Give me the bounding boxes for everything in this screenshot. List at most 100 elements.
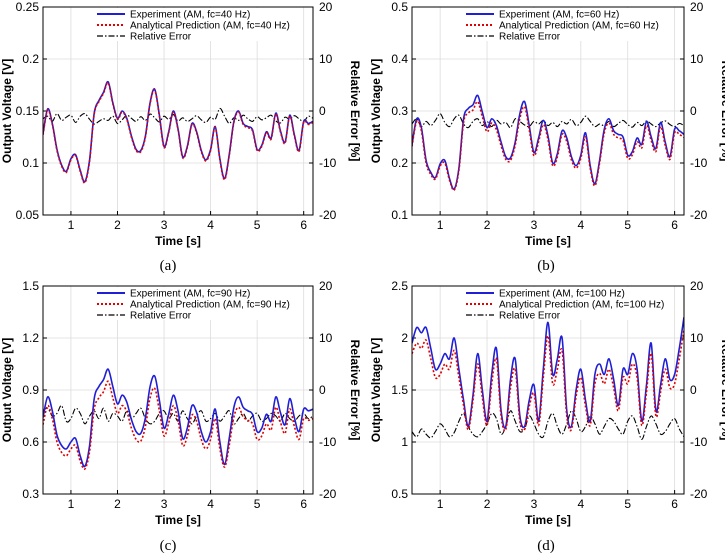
x-tick-label: 6 <box>300 497 307 511</box>
legend-label-analytical: Analytical Prediction (AM, fc=90 Hz) <box>130 300 290 311</box>
y-right-tick-label: -20 <box>319 487 337 501</box>
x-tick-label: 3 <box>161 218 168 232</box>
legend-label-error: Relative Error <box>499 32 561 43</box>
y-tick-label: 0.3 <box>22 487 39 501</box>
y-tick-label: 0.4 <box>391 52 408 66</box>
y-right-axis-label: Relative Error [%] <box>348 340 362 441</box>
y-right-tick-label: 10 <box>690 52 704 66</box>
x-tick-label: 6 <box>300 218 307 232</box>
x-tick-label: 4 <box>577 218 584 232</box>
y-tick-label: 2.5 <box>391 279 408 293</box>
y-right-tick-label: 10 <box>319 331 333 345</box>
x-tick-label: 3 <box>161 497 168 511</box>
y-tick-label: 2 <box>401 331 408 345</box>
x-axis-label: Time [s] <box>155 234 201 248</box>
x-tick-label: 5 <box>624 497 631 511</box>
y-tick-label: 1.2 <box>22 331 39 345</box>
legend-label-error: Relative Error <box>130 311 192 322</box>
plot-frame <box>42 285 314 495</box>
chart-panel-a: 1 2 3 4 5 6 0.05 0.1 0.15 0.2 0.25 -20 -10 0 10 20 Exper… <box>0 0 362 274</box>
series-line-analytical <box>412 100 684 192</box>
y-right-tick-label: 20 <box>319 279 333 293</box>
panel-label: (c) <box>160 538 177 554</box>
x-tick-label: 2 <box>114 497 121 511</box>
y-axis-label: Output Voltage [V] <box>369 338 383 442</box>
x-tick-label: 2 <box>114 218 121 232</box>
series-line-error <box>43 107 313 125</box>
y-right-tick-label: -10 <box>690 435 708 449</box>
y-tick-label: 1.5 <box>22 279 39 293</box>
legend-box <box>93 287 293 320</box>
y-right-tick-label: 0 <box>319 383 326 397</box>
plot-frame <box>411 6 685 216</box>
y-right-tick-label: -10 <box>319 435 337 449</box>
series-line-analytical <box>43 81 313 184</box>
legend-label-analytical: Analytical Prediction (AM, fc=40 Hz) <box>130 21 290 32</box>
panel-label: (d) <box>537 538 555 554</box>
panel-label: (b) <box>537 258 555 274</box>
y-tick-label: 1 <box>401 435 408 449</box>
y-right-axis-label: Relative Error [%] <box>348 61 362 162</box>
chart-panel-d: 1 2 3 4 5 6 0.5 1 1.5 2 2.5 -20 -10 0 10 20 Experiment (… <box>369 279 725 554</box>
y-right-axis-label: Relative Error [%] <box>719 61 725 162</box>
x-tick-label: 2 <box>484 218 491 232</box>
y-tick-label: 0.9 <box>22 383 39 397</box>
y-right-tick-label: -20 <box>690 487 708 501</box>
y-right-axis-label: Relative Error [%] <box>719 340 725 441</box>
y-right-tick-label: 20 <box>319 0 333 14</box>
x-tick-label: 2 <box>484 497 491 511</box>
y-right-tick-label: -10 <box>319 156 337 170</box>
chart-panel-b: 1 2 3 4 5 6 0.1 0.2 0.3 0.4 0.5 -20 -10 0 10 20 Experime… <box>369 0 725 274</box>
y-tick-label: 0.1 <box>391 208 408 222</box>
legend-box <box>93 8 293 41</box>
x-tick-label: 1 <box>68 218 75 232</box>
y-tick-label: 0.5 <box>391 0 408 14</box>
legend-label-experiment: Experiment (AM, fc=100 Hz) <box>499 289 625 300</box>
legend-label-analytical: Analytical Prediction (AM, fc=60 Hz) <box>499 21 659 32</box>
series-line-error <box>412 113 684 129</box>
y-tick-label: 0.1 <box>22 156 39 170</box>
x-tick-label: 3 <box>531 218 538 232</box>
chart-panel-c: 1 2 3 4 5 6 0.3 0.6 0.9 1.2 1.5 -20 -10 0 10 20 Experime… <box>0 279 362 554</box>
x-tick-label: 1 <box>68 497 75 511</box>
series-line-error <box>412 410 684 440</box>
x-tick-label: 5 <box>254 497 261 511</box>
x-tick-label: 6 <box>671 218 678 232</box>
x-axis-label: Time [s] <box>525 234 571 248</box>
x-axis-label: Time [s] <box>525 513 571 527</box>
y-tick-label: 0.2 <box>391 156 408 170</box>
y-axis-label: Output Voltage [V] <box>369 59 383 163</box>
x-tick-label: 1 <box>437 218 444 232</box>
y-right-tick-label: 0 <box>690 383 697 397</box>
y-tick-label: 0.05 <box>16 208 40 222</box>
y-right-tick-label: -10 <box>690 156 708 170</box>
legend-label-experiment: Experiment (AM, fc=40 Hz) <box>130 10 250 21</box>
panel-label: (a) <box>160 258 177 274</box>
legend-label-experiment: Experiment (AM, fc=90 Hz) <box>130 289 250 300</box>
x-tick-label: 5 <box>624 218 631 232</box>
y-tick-label: 0.6 <box>22 435 39 449</box>
x-tick-label: 4 <box>207 218 214 232</box>
x-tick-label: 3 <box>531 497 538 511</box>
legend-label-experiment: Experiment (AM, fc=60 Hz) <box>499 10 619 21</box>
y-right-tick-label: 10 <box>319 52 333 66</box>
plot-frame <box>411 285 685 495</box>
y-tick-label: 0.2 <box>22 52 39 66</box>
legend-box <box>462 287 662 320</box>
y-axis-label: Output Voltage [V] <box>0 59 14 163</box>
y-right-tick-label: 0 <box>690 104 697 118</box>
x-tick-label: 5 <box>254 218 261 232</box>
x-tick-label: 4 <box>207 497 214 511</box>
series-line-analytical <box>43 380 313 470</box>
x-axis-label: Time [s] <box>155 513 201 527</box>
y-right-tick-label: -20 <box>319 208 337 222</box>
series-line-experiment <box>43 368 313 468</box>
y-right-tick-label: 0 <box>319 104 326 118</box>
y-right-tick-label: 20 <box>690 279 704 293</box>
series-line-experiment <box>412 317 684 429</box>
y-tick-label: 0.25 <box>16 0 40 14</box>
legend-label-error: Relative Error <box>130 32 192 43</box>
series-line-analytical <box>412 329 684 432</box>
y-right-tick-label: 10 <box>690 331 704 345</box>
